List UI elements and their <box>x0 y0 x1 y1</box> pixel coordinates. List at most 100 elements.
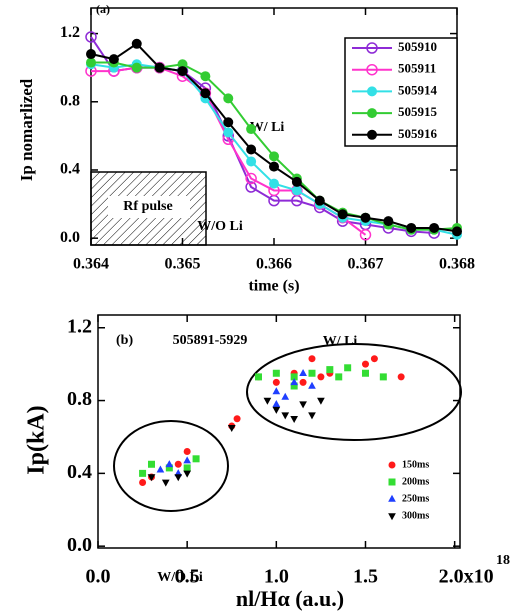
annotation: W/O Li <box>197 219 243 234</box>
x-exponent: 18 <box>496 553 510 568</box>
y-axis-title: Ip nomarlized <box>17 78 36 181</box>
marker <box>272 406 281 414</box>
marker <box>388 461 396 469</box>
marker <box>177 66 188 77</box>
y-tick-label: 1.2 <box>60 24 80 41</box>
wo-li-ellipse <box>113 420 229 512</box>
marker <box>335 373 343 381</box>
marker <box>223 93 234 104</box>
marker <box>344 364 352 372</box>
marker <box>388 513 396 521</box>
x-tick-label: 2.0x10 <box>439 566 494 588</box>
marker <box>361 369 369 377</box>
panel-label: (b) <box>116 333 133 348</box>
legend-label: 505914 <box>398 82 438 97</box>
y-tick-label: 0.0 <box>60 229 80 246</box>
marker <box>154 62 165 73</box>
y-tick-label: 0.8 <box>67 388 92 410</box>
marker <box>139 469 147 477</box>
annotation: 505891-5929 <box>173 333 248 348</box>
marker <box>361 360 369 368</box>
marker <box>337 209 348 220</box>
marker <box>86 49 96 60</box>
marker <box>233 415 241 423</box>
marker <box>308 355 316 363</box>
marker <box>290 382 298 390</box>
marker <box>367 108 377 119</box>
x-tick-label: 1.5 <box>353 566 378 588</box>
marker <box>263 397 272 405</box>
marker <box>308 381 316 389</box>
marker <box>139 478 147 486</box>
marker <box>281 392 290 400</box>
marker <box>388 494 396 502</box>
marker <box>245 172 257 185</box>
marker <box>308 412 316 420</box>
marker <box>370 355 378 363</box>
y-tick-label: 0.0 <box>67 534 92 556</box>
annotation: W/ Li <box>250 120 285 135</box>
marker <box>254 373 262 381</box>
marker <box>246 124 257 135</box>
legend-label: 300ms <box>402 510 429 521</box>
marker <box>290 373 298 381</box>
marker <box>326 366 334 374</box>
marker <box>147 460 155 468</box>
marker <box>272 378 280 386</box>
marker <box>200 88 211 99</box>
x-axis-title: time (s) <box>248 278 299 295</box>
marker <box>174 460 182 468</box>
legend-label: 200ms <box>402 476 429 487</box>
y-tick-label: 0.4 <box>60 161 80 178</box>
marker <box>161 479 170 487</box>
annotation: W/ Li <box>323 334 358 349</box>
x-tick-label: 0.0 <box>86 566 111 588</box>
marker <box>291 185 302 196</box>
marker <box>291 176 302 187</box>
marker <box>366 42 378 54</box>
legend-label: 150ms <box>402 459 429 470</box>
legend-label: 505910 <box>398 39 437 54</box>
marker <box>429 222 440 233</box>
marker <box>366 63 378 76</box>
legend-label: 250ms <box>402 493 429 504</box>
marker <box>183 470 192 478</box>
marker <box>223 127 234 138</box>
marker <box>359 229 372 241</box>
marker <box>192 455 200 463</box>
panel-label: (a) <box>96 2 110 16</box>
marker <box>367 129 377 140</box>
legend-label: 505916 <box>398 126 438 141</box>
plot-frame <box>97 314 461 549</box>
marker <box>388 478 396 486</box>
marker <box>245 181 257 193</box>
marker <box>299 401 307 409</box>
panel: 0.0 0.4 0.8 1.2 0.364 0.365 0.366 0.367 0.368 tim… <box>17 2 475 295</box>
marker <box>165 464 173 472</box>
marker <box>174 474 183 482</box>
marker <box>383 216 394 227</box>
annotation: W/O Li <box>157 570 203 585</box>
marker <box>290 415 299 423</box>
y-tick-label: 1.2 <box>67 315 92 337</box>
marker <box>147 474 156 482</box>
x-axis-title: nl/Hα (a.u.) <box>236 586 344 611</box>
x-tick-label: 0.5 <box>175 566 200 588</box>
marker <box>360 212 371 223</box>
marker <box>397 373 405 381</box>
marker <box>406 222 417 233</box>
x-tick-label: 0.364 <box>73 256 109 273</box>
marker <box>156 465 165 473</box>
marker <box>299 369 307 377</box>
x-tick-label: 0.367 <box>348 256 384 273</box>
marker <box>367 86 377 97</box>
marker <box>183 456 192 464</box>
y-tick-label: 0.8 <box>60 92 80 109</box>
x-tick-label: 0.365 <box>165 256 201 273</box>
marker <box>452 226 462 237</box>
x-tick-label: 1.0 <box>264 566 289 588</box>
marker <box>131 38 142 49</box>
marker <box>314 195 325 206</box>
